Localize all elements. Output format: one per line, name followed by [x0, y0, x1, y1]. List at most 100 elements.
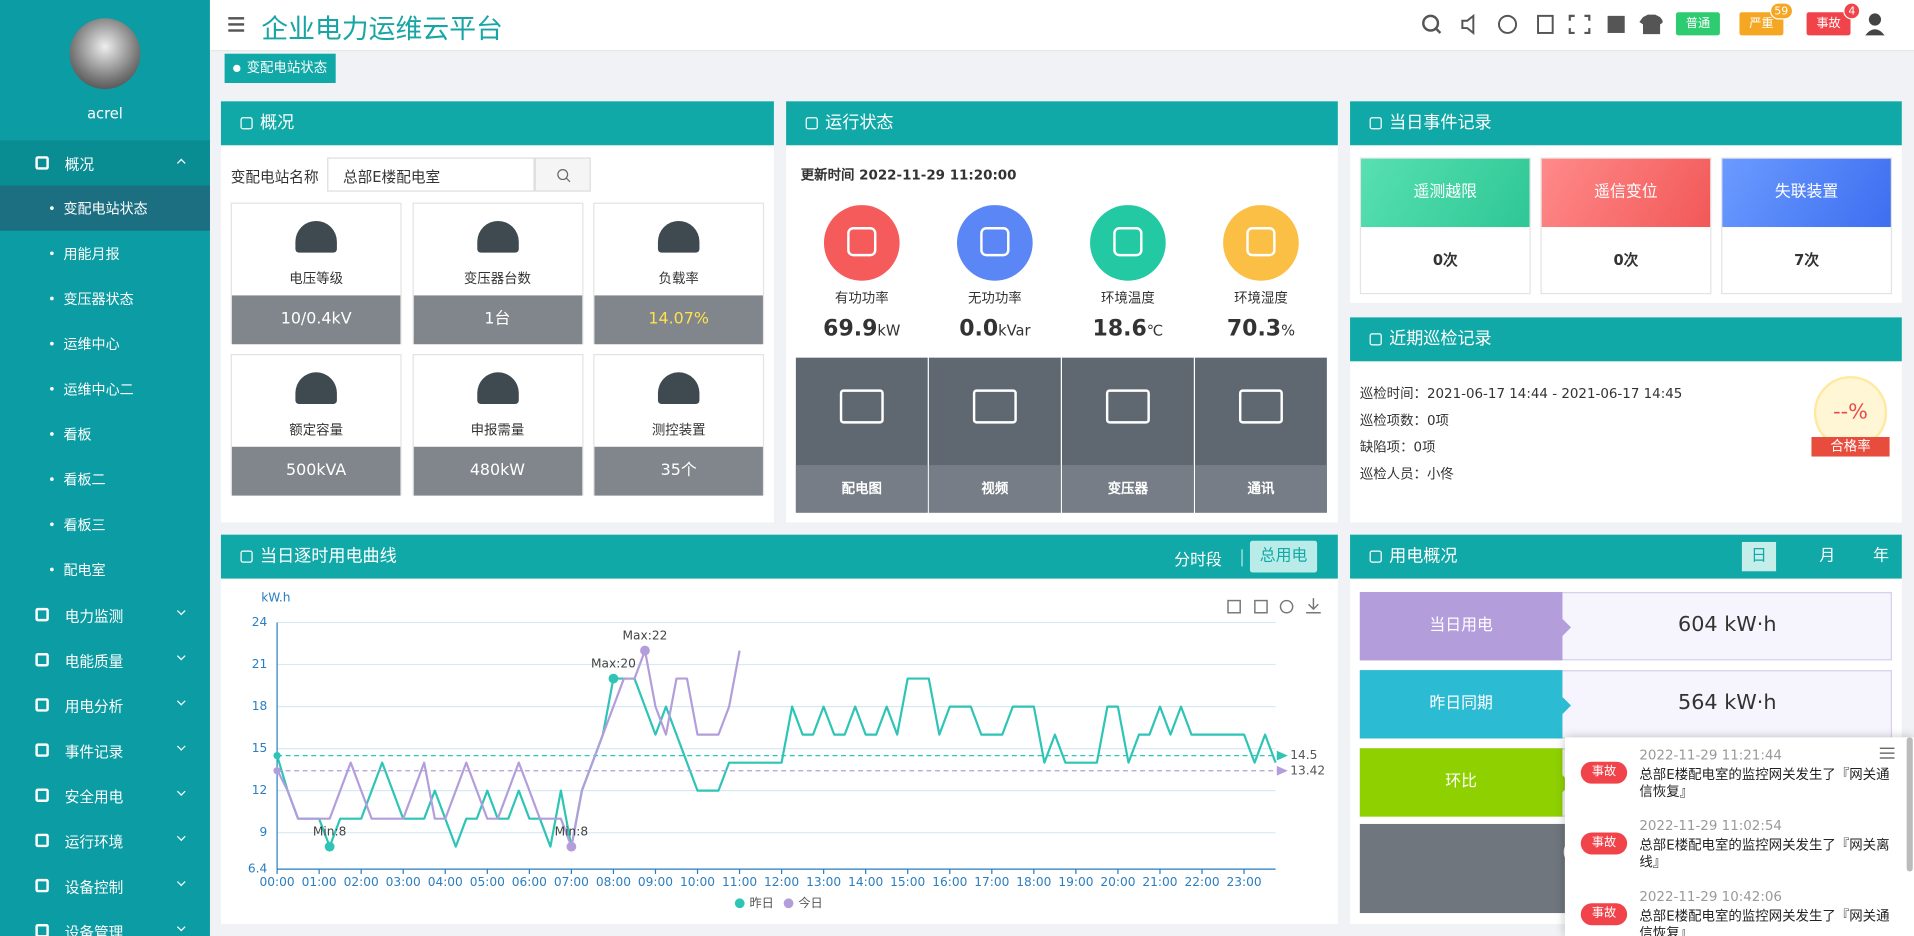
- submenu-label: 用能月报: [63, 245, 120, 263]
- menu-item[interactable]: 设备管理: [0, 908, 210, 936]
- submenu-item[interactable]: 变配电站状态: [0, 185, 210, 231]
- status-tile[interactable]: 通讯: [1195, 357, 1327, 513]
- y-tick-label: 21: [252, 657, 268, 671]
- info-card: 额定容量 500kVA: [230, 353, 402, 496]
- alarm-button[interactable]: 事故 4: [1806, 2, 1861, 36]
- x-tick-label: 01:00: [302, 875, 337, 889]
- menu-item[interactable]: 设备控制: [0, 863, 210, 908]
- menu-icon: [35, 653, 49, 667]
- toolbar-icons[interactable]: [1418, 12, 1663, 39]
- submenu-item[interactable]: 运维中心: [0, 321, 210, 366]
- menu-item[interactable]: 电力监测: [0, 592, 210, 637]
- x-tick-label: 20:00: [1100, 875, 1135, 889]
- x-tick-label: 15:00: [890, 875, 925, 889]
- status-tile[interactable]: 视频: [928, 357, 1061, 513]
- y-axis-unit: kW.h: [261, 591, 290, 605]
- submenu-item[interactable]: 运维中心二: [0, 366, 210, 411]
- x-tick-label: 14:00: [848, 875, 883, 889]
- extreme-label: Min:8: [313, 825, 347, 839]
- card-label: 申报需量: [470, 422, 525, 439]
- events-panel: 当日事件记录 遥测越限 0次 遥信变位 0次 失联装置 7次: [1350, 101, 1902, 303]
- period-tab[interactable]: 日: [1741, 541, 1777, 572]
- notification-text[interactable]: 总部E楼配电室的监控网关发生了『网关离线』: [1639, 837, 1890, 871]
- submenu-item[interactable]: 看板: [0, 411, 210, 456]
- menu-item[interactable]: 安全用电: [0, 773, 210, 818]
- card-label: 电压等级: [289, 270, 344, 287]
- overview-panel: 概况 变配电站名称 总部E楼配电室 电压等级 10/0.4kV 变压器台数 1台 负载率…: [220, 101, 774, 523]
- alarm-button[interactable]: 严重 59: [1739, 2, 1794, 36]
- x-tick-label: 10:00: [680, 875, 715, 889]
- station-select[interactable]: 总部E楼配电室: [327, 157, 535, 192]
- x-tick-label: 19:00: [1058, 875, 1093, 889]
- metric-icon: [956, 205, 1033, 281]
- notification-time: 2022-11-29 10:42:06: [1639, 888, 1782, 905]
- card-label: 变压器台数: [463, 270, 531, 287]
- avatar[interactable]: [69, 18, 141, 90]
- user-icon[interactable]: [1864, 12, 1891, 39]
- usage-arrow: [1562, 696, 1571, 715]
- metric-label: 环境温度: [1101, 290, 1155, 307]
- usage-label: 环比: [1359, 748, 1563, 817]
- average-arrow: [1276, 765, 1288, 776]
- notification-time: 2022-11-29 11:02:54: [1639, 817, 1782, 834]
- search-button[interactable]: [534, 157, 591, 192]
- notification-text[interactable]: 总部E楼配电室的监控网关发生了『网关通信恢复』: [1639, 766, 1890, 800]
- status-tile[interactable]: 变压器: [1061, 357, 1194, 513]
- card-icon: [295, 220, 337, 253]
- submenu-item[interactable]: 用能月报: [0, 231, 210, 276]
- extreme-point: [324, 841, 335, 852]
- menu-label: 设备管理: [64, 924, 124, 936]
- menu-toggle[interactable]: [228, 17, 245, 32]
- mode-tab[interactable]: 分时段: [1174, 551, 1222, 571]
- submenu-item[interactable]: 变压器状态: [0, 276, 210, 321]
- status-tile[interactable]: 配电图: [795, 357, 928, 513]
- notification-text[interactable]: 总部E楼配电室的监控网关发生了『网关通信恢复』: [1639, 908, 1890, 936]
- submenu-dot: [50, 386, 54, 391]
- scrollbar[interactable]: [1906, 737, 1913, 872]
- menu-item[interactable]: 电能质量: [0, 637, 210, 682]
- filter-icon[interactable]: [1879, 746, 1896, 761]
- menu-icon: [35, 743, 49, 757]
- menu-item[interactable]: 用电分析: [0, 682, 210, 727]
- menu-arrow: [176, 651, 186, 661]
- metric-value: 69.9: [823, 316, 878, 342]
- chart-toolbox[interactable]: [1227, 598, 1321, 614]
- period-tab[interactable]: 月: [1819, 546, 1836, 566]
- alarm-button[interactable]: 普通: [1675, 12, 1720, 36]
- metric-icon: [1223, 205, 1299, 281]
- metric-value: 70.3%: [1195, 316, 1327, 342]
- y-tick-label: 24: [252, 615, 268, 629]
- menu-icon: [35, 878, 49, 893]
- x-tick-label: 16:00: [932, 875, 967, 889]
- event-card[interactable]: 遥测越限 0次: [1359, 157, 1531, 295]
- menu-item[interactable]: 概况: [0, 140, 210, 186]
- info-card: 负载率 14.07%: [593, 202, 765, 345]
- station-label: 变配电站名称: [230, 168, 319, 186]
- event-card[interactable]: 遥信变位 0次: [1540, 157, 1712, 295]
- menu-item[interactable]: 运行环境: [0, 818, 210, 863]
- y-tick-label: 6.4: [248, 862, 268, 876]
- menu-arrow: [176, 922, 186, 932]
- submenu-dot: [50, 206, 54, 210]
- menu-label: 电力监测: [64, 607, 124, 625]
- event-card[interactable]: 失联装置 7次: [1721, 157, 1893, 295]
- tile-icon: [1238, 389, 1283, 424]
- chart: kW.h 6.4 9 12 15 18 21 24 00:00 01:00 02:00 03:00 0…: [248, 591, 1325, 910]
- metric-icon: [1090, 205, 1166, 281]
- submenu-label: 运维中心二: [63, 380, 134, 398]
- submenu-item[interactable]: 看板三: [0, 502, 210, 547]
- info-card: 变压器台数 1台: [411, 202, 583, 345]
- menu-arrow: [176, 742, 186, 751]
- mode-tab[interactable]: 总用电: [1249, 540, 1318, 573]
- tab[interactable]: 变配电站状态: [224, 53, 336, 84]
- x-tick-label: 22:00: [1184, 875, 1219, 889]
- menu-item[interactable]: 事件记录: [0, 728, 210, 773]
- app-title: 企业电力运维云平台: [261, 14, 503, 46]
- menu-arrow: [176, 606, 186, 616]
- period-tab[interactable]: 年: [1873, 546, 1889, 566]
- submenu-item[interactable]: 看板二: [0, 457, 210, 502]
- submenu-item[interactable]: 配电室: [0, 547, 210, 592]
- x-tick-label: 17:00: [974, 875, 1009, 889]
- inspection-line: 巡检人员：小佟: [1359, 466, 1454, 483]
